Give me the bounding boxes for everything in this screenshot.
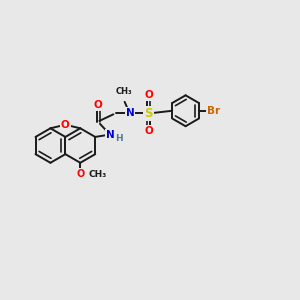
Text: H: H (115, 134, 122, 142)
Text: O: O (144, 126, 153, 136)
Text: S: S (144, 106, 153, 120)
Text: Br: Br (207, 106, 220, 116)
Text: N: N (106, 130, 115, 140)
Text: CH₃: CH₃ (88, 169, 107, 178)
Text: O: O (144, 90, 153, 100)
Text: O: O (76, 169, 84, 179)
Text: CH₃: CH₃ (115, 88, 132, 97)
Text: N: N (126, 108, 134, 118)
Text: O: O (94, 100, 103, 110)
Text: O: O (61, 120, 70, 130)
